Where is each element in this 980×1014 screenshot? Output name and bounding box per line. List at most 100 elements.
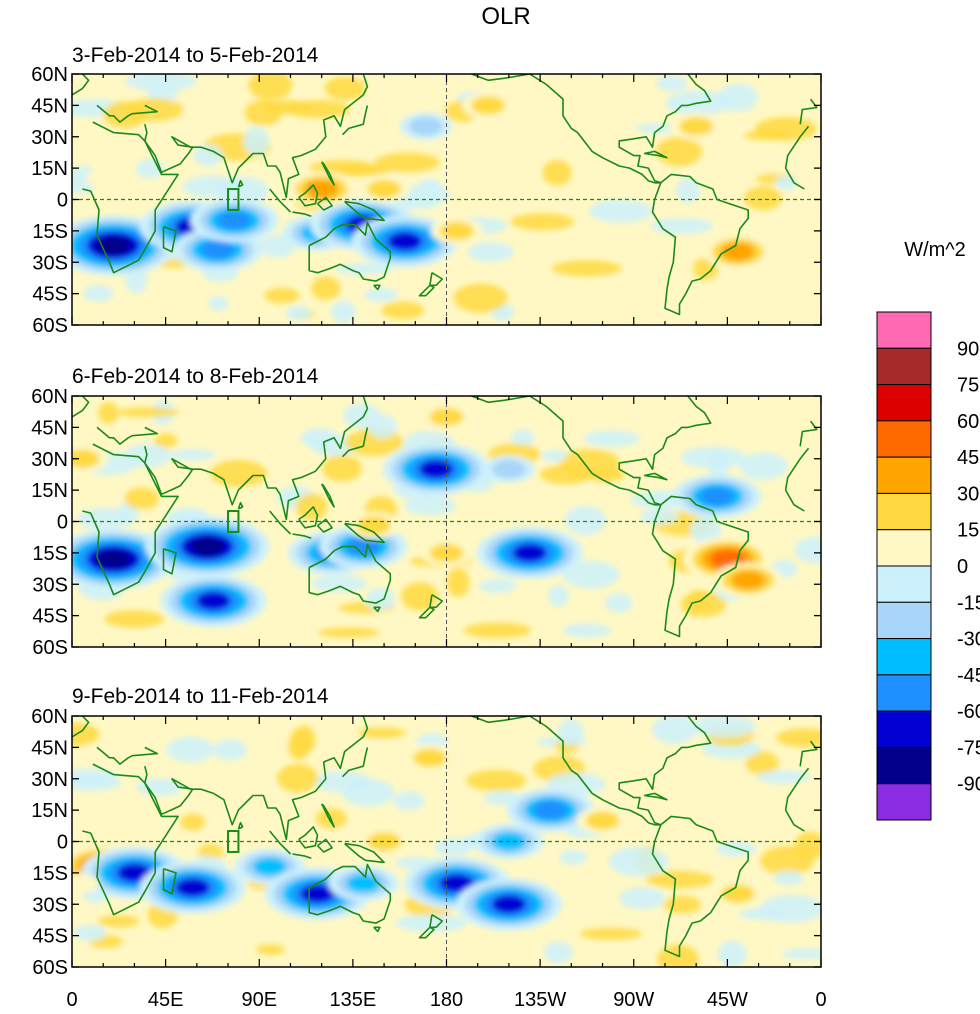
anomaly-texture	[562, 623, 612, 638]
anomaly-texture	[446, 567, 470, 598]
coastline	[298, 184, 319, 207]
coastline	[320, 803, 335, 828]
coastline	[316, 196, 333, 211]
panel-2-map	[72, 396, 821, 647]
anomaly-texture	[557, 718, 584, 746]
olr-anomaly-mark	[679, 117, 714, 136]
anomaly-texture	[618, 887, 666, 910]
anomaly-texture	[511, 429, 535, 448]
lat-tick-label: 0	[57, 512, 68, 534]
lon-tick-label: 45W	[707, 989, 748, 1011]
anomaly-texture	[744, 186, 783, 211]
anomaly-texture	[773, 870, 804, 886]
colorbar-swatch	[876, 384, 932, 422]
lon-tick-label: 45E	[148, 989, 184, 1011]
colorbar-swatch	[876, 347, 932, 386]
olr-anomaly-layer	[72, 716, 821, 967]
coastline	[72, 716, 818, 767]
anomaly-texture	[358, 727, 406, 739]
coastline	[418, 606, 435, 619]
coastline	[373, 606, 381, 613]
anomaly-texture	[782, 948, 821, 960]
coastline	[418, 926, 435, 939]
colorbar-swatch	[876, 311, 932, 349]
coastline	[82, 443, 810, 596]
olr-anomaly-mark	[585, 811, 620, 830]
lon-tick-label: 135W	[514, 989, 566, 1011]
anomaly-texture	[136, 778, 183, 797]
anomaly-texture	[649, 217, 714, 234]
anomaly-texture	[548, 584, 569, 607]
anomaly-texture	[116, 407, 180, 418]
lat-tick-label: 30S	[32, 894, 68, 916]
panel-1-lat-axis: 60N 45N 30N 15N 0 15S 30S 45S 60S	[31, 64, 822, 337]
olr-anomaly-mark	[408, 117, 443, 136]
coastline	[471, 74, 661, 184]
panel-2-label: 6-Feb-2014 to 8-Feb-2014	[72, 365, 319, 388]
anomaly-texture	[193, 144, 223, 167]
anomaly-texture	[168, 449, 216, 461]
anomaly-texture	[544, 941, 573, 964]
olr-anomaly-mark	[252, 857, 287, 876]
lat-tick-label: 60N	[31, 386, 68, 408]
coastline	[429, 594, 444, 609]
coastline	[237, 501, 244, 510]
olr-anomaly-mark	[471, 96, 506, 115]
coastline	[651, 495, 749, 638]
panel-1: 3-Feb-2014 to 5-Feb-2014 60N 45N 30N 15N 0 15…	[31, 44, 822, 337]
anomaly-texture	[794, 831, 821, 861]
anomaly-texture	[322, 454, 362, 482]
colorbar-swatch	[876, 783, 932, 821]
anomaly-texture	[365, 587, 395, 611]
lon-tick-label: 90E	[241, 989, 277, 1011]
anomaly-texture	[73, 924, 107, 941]
coastline	[96, 746, 159, 765]
anomaly-texture	[640, 508, 679, 525]
lat-tick-label: 45N	[31, 417, 68, 439]
lat-tick-label: 45S	[32, 606, 68, 628]
colorbar-label: -15	[957, 592, 980, 614]
coastline	[651, 815, 749, 958]
anomaly-texture	[72, 768, 119, 785]
lat-tick-label: 30S	[32, 252, 68, 274]
anomaly-texture	[401, 582, 439, 611]
coastline	[162, 867, 177, 895]
anomaly-texture	[374, 152, 440, 173]
anomaly-texture	[690, 517, 722, 544]
coastline	[144, 74, 369, 199]
olr-anomaly-mark	[117, 863, 152, 883]
olr-anomaly-mark	[86, 169, 121, 188]
lon-tick-label: 0	[815, 989, 826, 1011]
anomaly-texture	[453, 283, 508, 313]
coastline	[341, 747, 369, 778]
panel-3-map	[72, 716, 821, 967]
coastline	[471, 716, 661, 826]
coastline	[82, 763, 810, 916]
lat-tick-label: 45N	[31, 95, 68, 117]
coastline	[292, 853, 312, 859]
coastline	[341, 105, 369, 136]
coastline	[316, 838, 333, 853]
anomaly-texture	[463, 622, 532, 639]
anomaly-texture	[243, 126, 270, 156]
coastline	[429, 914, 444, 929]
colorbar-label: -30	[957, 629, 980, 651]
coastlines	[72, 716, 818, 958]
anomaly-texture	[541, 450, 568, 462]
coastline	[429, 272, 444, 287]
colorbar-swatch	[876, 746, 932, 785]
coastline	[341, 427, 369, 458]
coastline	[298, 506, 319, 529]
anomaly-texture	[657, 944, 699, 967]
colorbar-label: 0	[957, 556, 968, 578]
panel-2: 6-Feb-2014 to 8-Feb-2014 60N 45N 30N 15N 0 15…	[31, 365, 822, 659]
anomaly-texture	[775, 728, 821, 748]
anomaly-texture	[393, 791, 425, 811]
lat-tick-label: 0	[57, 190, 68, 212]
colorbar-swatch	[876, 456, 932, 494]
colorbar-label: -60	[957, 701, 980, 723]
anomaly-texture	[564, 505, 607, 536]
lat-tick-label: 15N	[31, 480, 68, 502]
anomaly-texture	[300, 427, 338, 448]
anomaly-texture	[635, 123, 679, 134]
